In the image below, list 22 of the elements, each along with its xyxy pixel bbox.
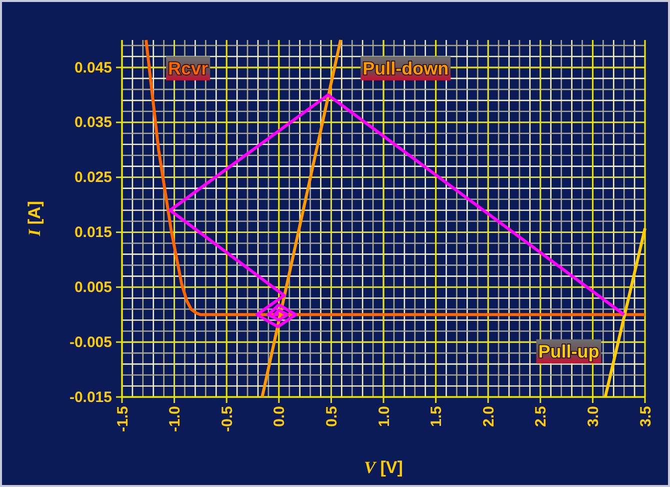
x-tick-label: 3.5 [637,406,654,427]
x-tick-label: 1.5 [428,406,446,427]
x-axis-title: V [V] [364,458,403,477]
x-tick-label: 2.0 [480,406,498,427]
x-tick-label: 0.0 [271,406,288,427]
y-tick-label: 0.005 [74,278,112,296]
y-tick-label: -0.015 [69,388,112,406]
x-tick-label: 2.5 [532,406,550,427]
y-tick-label: 0.045 [74,59,112,76]
y-tick-label: -0.005 [69,334,112,351]
x-tick-label: 3.0 [584,406,602,427]
y-tick-label: 0.015 [74,224,112,242]
x-tick-label: -0.5 [218,406,236,432]
x-tick-label: 1.0 [376,406,393,427]
y-tick-label: 0.035 [74,114,112,132]
y-axis-title: I [A] [25,201,44,237]
x-tick-label: 0.5 [323,406,340,427]
line-series [168,93,626,328]
y-tick-label: 0.025 [74,169,112,186]
line-series [144,38,646,316]
x-tick-label: -1.5 [114,406,132,432]
x-tick-label: -1.0 [166,406,184,432]
